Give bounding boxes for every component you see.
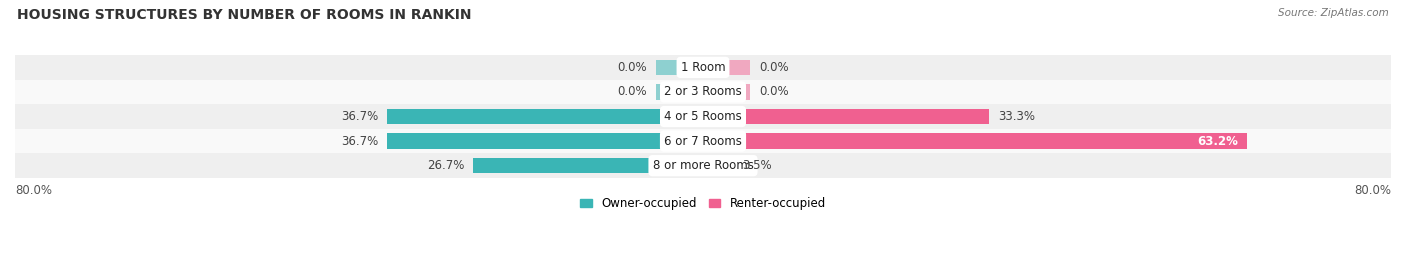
Bar (15, 153, 1391, 178)
Bar (388, 133, 703, 149)
Text: 3.5%: 3.5% (742, 159, 772, 172)
Text: 26.7%: 26.7% (427, 159, 465, 172)
Bar (703, 158, 733, 173)
Bar (703, 84, 751, 100)
Bar (655, 60, 703, 75)
Bar (15, 104, 1391, 129)
Bar (388, 109, 703, 124)
Text: 1 Room: 1 Room (681, 61, 725, 74)
Bar (703, 60, 751, 75)
Text: 80.0%: 80.0% (1354, 184, 1391, 197)
Text: 80.0%: 80.0% (15, 184, 52, 197)
Bar (15, 55, 1391, 80)
Bar (474, 158, 703, 173)
Text: 36.7%: 36.7% (342, 110, 378, 123)
Bar (15, 80, 1391, 104)
Text: HOUSING STRUCTURES BY NUMBER OF ROOMS IN RANKIN: HOUSING STRUCTURES BY NUMBER OF ROOMS IN… (17, 8, 471, 22)
Bar (703, 133, 1247, 149)
Text: 4 or 5 Rooms: 4 or 5 Rooms (664, 110, 742, 123)
Bar (655, 84, 703, 100)
Text: 36.7%: 36.7% (342, 134, 378, 148)
Text: 0.0%: 0.0% (759, 61, 789, 74)
Text: 33.3%: 33.3% (998, 110, 1035, 123)
Text: 8 or more Rooms: 8 or more Rooms (652, 159, 754, 172)
Text: 0.0%: 0.0% (617, 86, 647, 98)
Text: 63.2%: 63.2% (1197, 134, 1237, 148)
Text: Source: ZipAtlas.com: Source: ZipAtlas.com (1278, 8, 1389, 18)
Legend: Owner-occupied, Renter-occupied: Owner-occupied, Renter-occupied (579, 197, 827, 210)
Text: 0.0%: 0.0% (759, 86, 789, 98)
Bar (703, 109, 990, 124)
Text: 6 or 7 Rooms: 6 or 7 Rooms (664, 134, 742, 148)
Bar (15, 129, 1391, 153)
Text: 2 or 3 Rooms: 2 or 3 Rooms (664, 86, 742, 98)
Text: 0.0%: 0.0% (617, 61, 647, 74)
